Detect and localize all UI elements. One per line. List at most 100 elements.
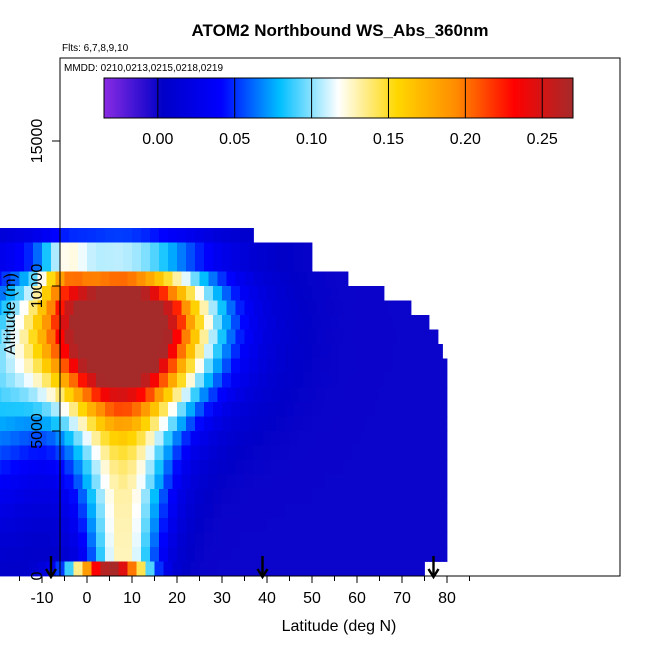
heatmap-cell (415, 431, 425, 446)
heatmap-cell (285, 286, 295, 301)
heatmap-cell (375, 286, 385, 301)
heatmap-cell (240, 344, 250, 359)
heatmap-cell (60, 547, 70, 562)
heatmap-cell (433, 387, 443, 403)
heatmap-cell (24, 547, 34, 562)
heatmap-cell (0, 329, 2, 345)
heatmap-cell (312, 315, 322, 330)
heatmap-cell (172, 387, 182, 403)
heatmap-cell (289, 445, 299, 461)
heatmap-cell (15, 228, 25, 243)
heatmap-cell (33, 503, 43, 519)
heatmap-cell (195, 416, 205, 432)
heatmap-cell (213, 489, 223, 504)
heatmap-cell (307, 561, 317, 577)
heatmap-cell (226, 445, 236, 461)
heatmap-cell (123, 315, 133, 330)
heatmap-cell (168, 358, 178, 374)
heatmap-cell (253, 329, 263, 345)
heatmap-cell (73, 271, 83, 287)
x-tick-label: -10 (30, 590, 53, 607)
heatmap-cell (10, 474, 20, 490)
heatmap-cell (163, 271, 173, 287)
heatmap-cell (379, 445, 389, 461)
heatmap-cell (325, 387, 335, 403)
heatmap-cell (136, 445, 146, 461)
heatmap-cell (357, 416, 367, 432)
heatmap-cell (303, 315, 313, 330)
heatmap-cell (154, 271, 164, 287)
colorbar-fill (103, 77, 574, 119)
heatmap-cell (334, 460, 344, 475)
heatmap-cell (60, 286, 70, 301)
heatmap-cell (46, 431, 56, 446)
heatmap-cell (82, 271, 92, 287)
heatmap-cell (172, 329, 182, 345)
heatmap-cell (177, 315, 187, 330)
heatmap-cell (303, 358, 313, 374)
heatmap-cell (24, 286, 34, 301)
heatmap-cell (190, 271, 200, 287)
heatmap-cell (132, 547, 142, 562)
heatmap-cell (249, 416, 259, 432)
heatmap-cell (235, 561, 245, 577)
heatmap-cell (348, 416, 358, 432)
heatmap-cell (37, 445, 47, 461)
heatmap-cell (271, 561, 281, 577)
heatmap-cell (438, 532, 448, 548)
heatmap-cell (145, 445, 155, 461)
heatmap-cell (15, 547, 25, 562)
heatmap-cell (60, 402, 70, 417)
heatmap-cell (168, 532, 178, 548)
heatmap-cell (37, 300, 47, 316)
heatmap-cell (330, 358, 340, 374)
heatmap-cell (388, 329, 398, 345)
heatmap-cell (46, 387, 56, 403)
heatmap-cell (276, 489, 286, 504)
heatmap-cell (159, 242, 169, 272)
heatmap-cell (181, 329, 191, 345)
heatmap-cell (114, 373, 124, 388)
heatmap-cell (60, 489, 70, 504)
heatmap-cell (262, 271, 272, 287)
heatmap-cell (438, 358, 448, 374)
heatmap-cell (33, 489, 43, 504)
heatmap-cell (199, 329, 209, 345)
heatmap-cell (420, 344, 430, 359)
heatmap-cell (91, 329, 101, 345)
heatmap-cell (132, 286, 142, 301)
heatmap-cell (19, 431, 29, 446)
heatmap-cell (33, 373, 43, 388)
heatmap-cell (213, 358, 223, 374)
heatmap-cell (105, 503, 115, 519)
heatmap-cell (406, 561, 416, 577)
heatmap-cell (123, 416, 133, 432)
heatmap-cell (285, 315, 295, 330)
heatmap-cell (132, 532, 142, 548)
heatmap-cell (96, 489, 106, 504)
heatmap-cell (105, 532, 115, 548)
heatmap-cell (96, 242, 106, 272)
heatmap-cell (258, 489, 268, 504)
heatmap-cell (303, 503, 313, 519)
heatmap-cell (325, 445, 335, 461)
heatmap-cell (294, 286, 304, 301)
heatmap-cell (199, 431, 209, 446)
heatmap-cell (298, 561, 308, 577)
heatmap-cell (1, 300, 11, 316)
heatmap-cell (258, 547, 268, 562)
heatmap-cell (109, 474, 119, 490)
heatmap-cell (163, 460, 173, 475)
heatmap-cell (276, 358, 286, 374)
heatmap-cell (249, 489, 259, 504)
heatmap-cell (204, 344, 214, 359)
heatmap-cell (181, 561, 191, 577)
heatmap-cell (280, 271, 290, 287)
heatmap-cell (415, 474, 425, 490)
colorbar: 0.00 0.05 0.10 0.15 0.20 0.25 (103, 77, 574, 148)
heatmap-cell (87, 286, 97, 301)
heatmap-cell (127, 329, 137, 345)
heatmap-cell (132, 402, 142, 417)
heatmap-cell (366, 344, 376, 359)
heatmap-cell (163, 474, 173, 490)
